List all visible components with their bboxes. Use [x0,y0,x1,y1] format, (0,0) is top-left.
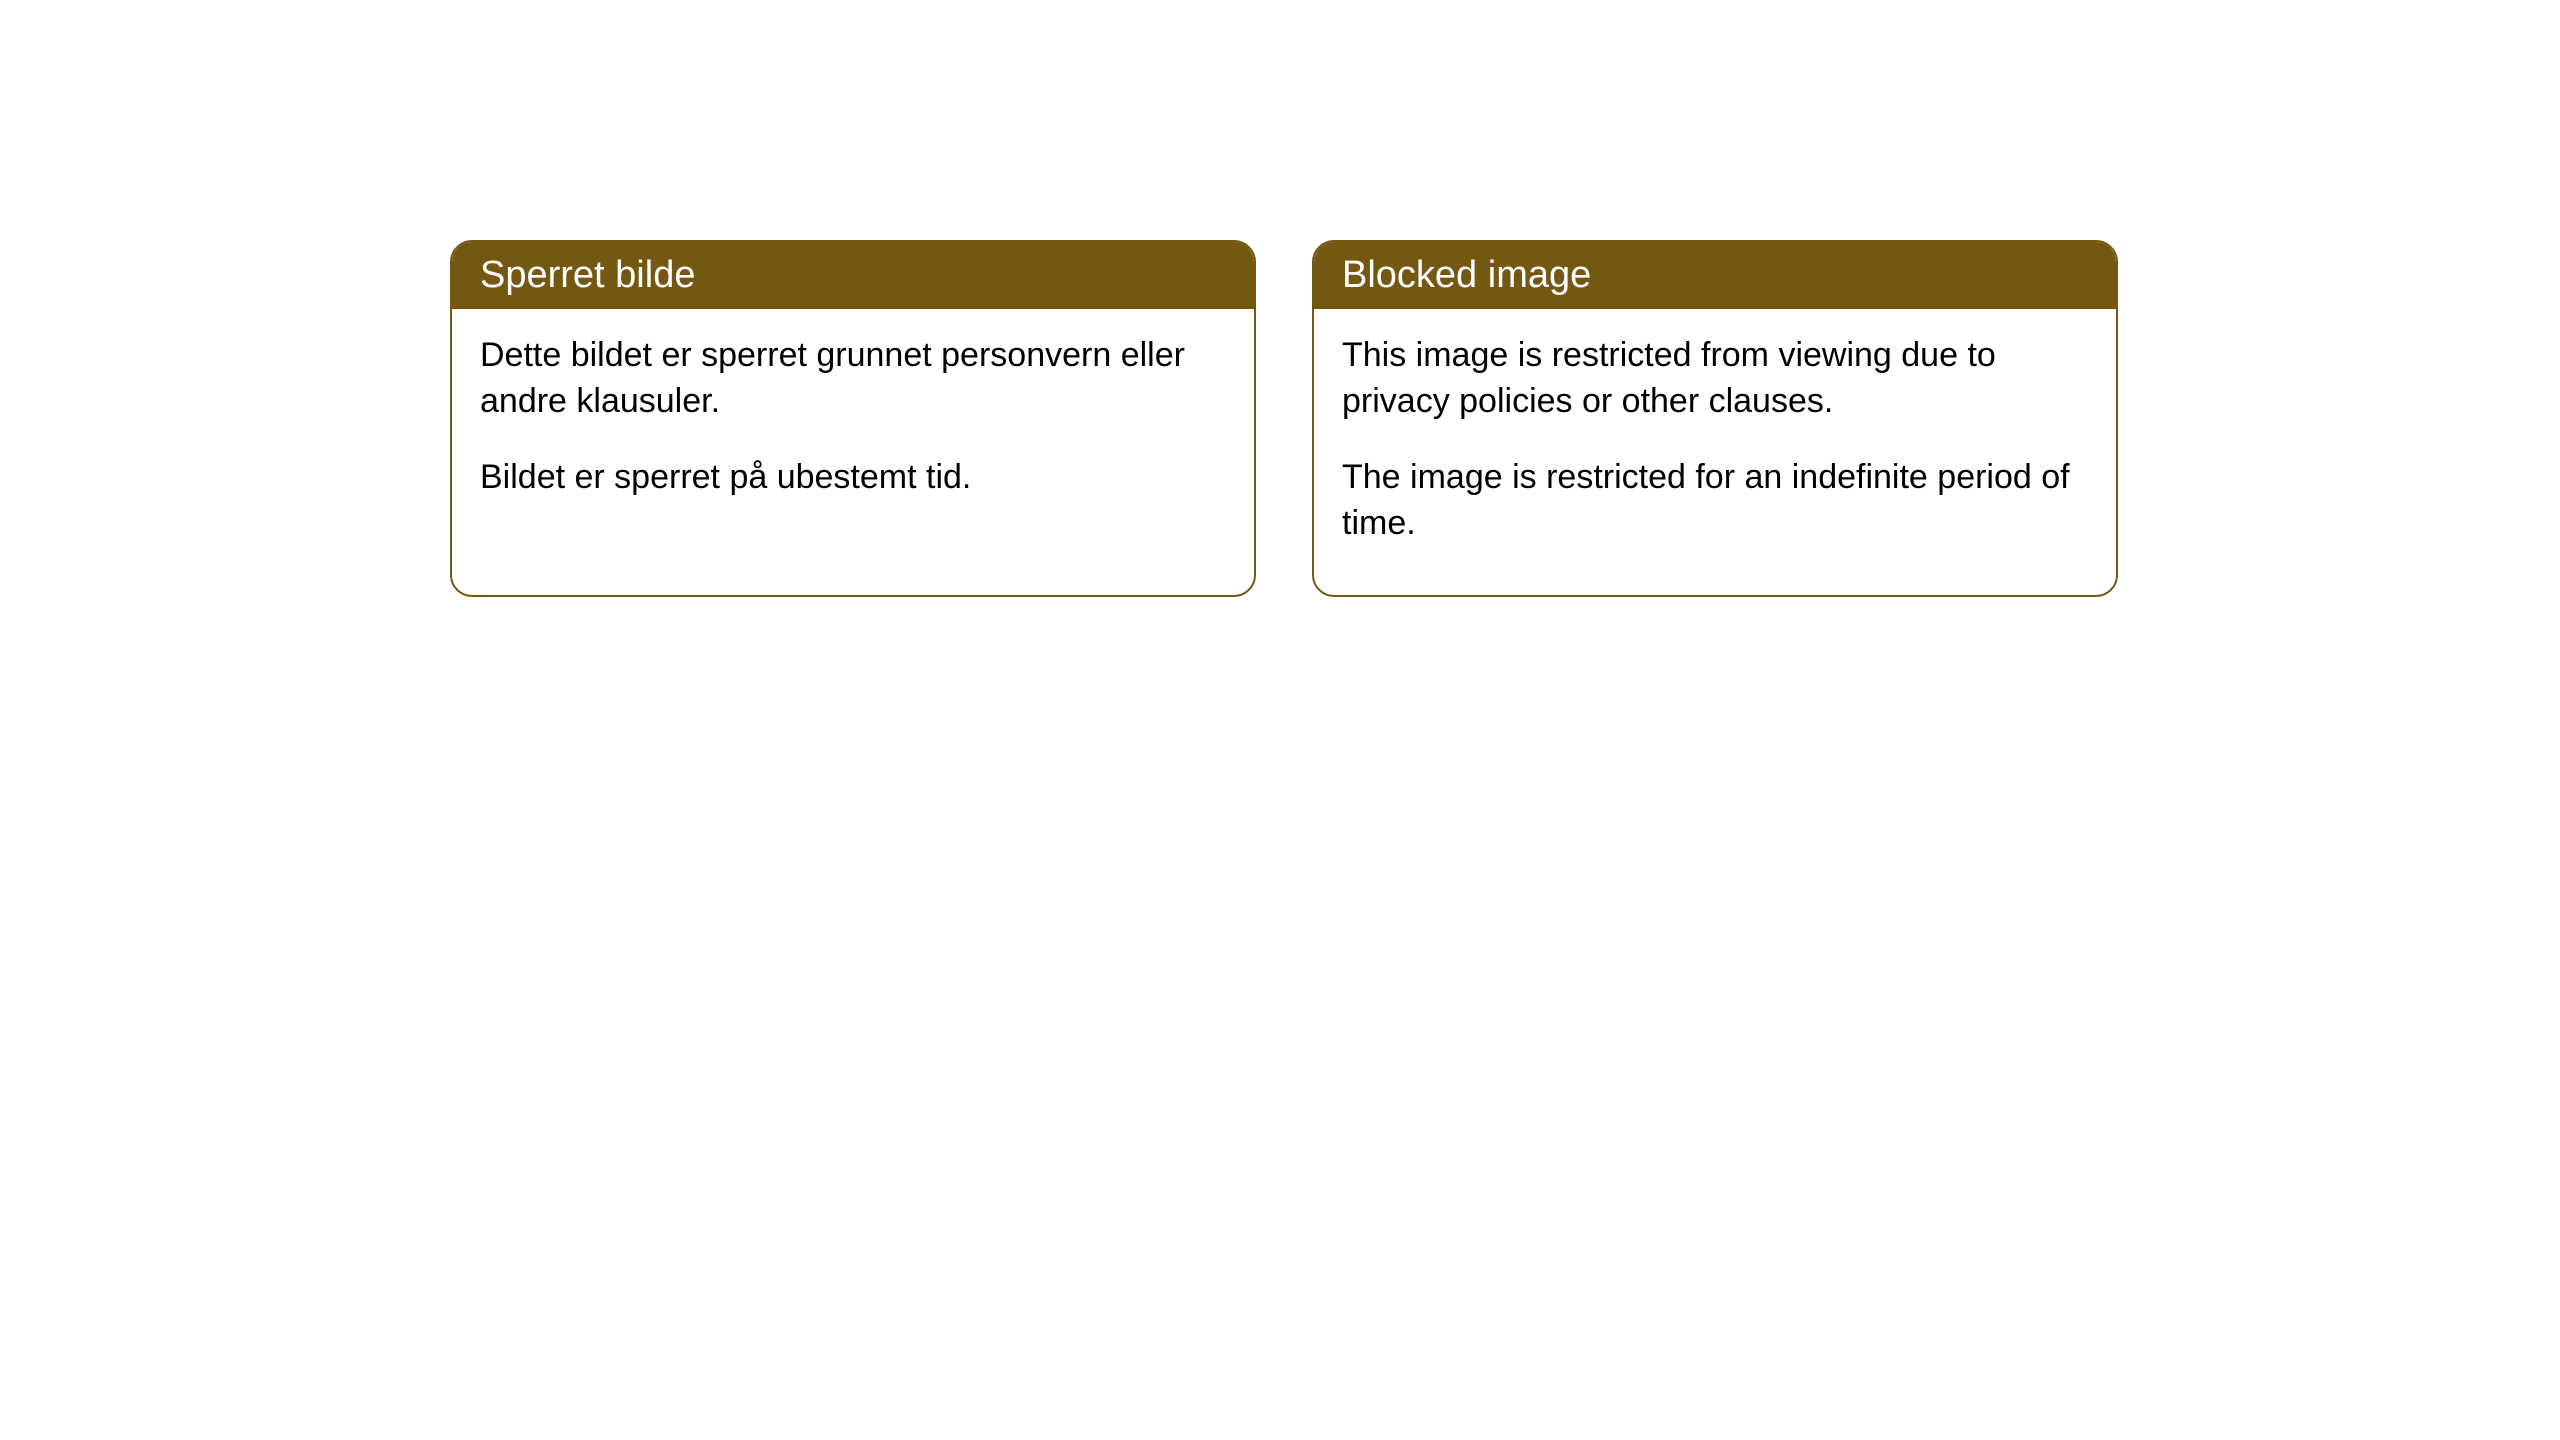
cards-container: Sperret bilde Dette bildet er sperret gr… [450,240,2118,597]
card-body-english: This image is restricted from viewing du… [1314,309,2116,595]
card-title-norwegian: Sperret bilde [480,254,695,296]
card-header-english: Blocked image [1314,242,2116,309]
card-paragraph-1-english: This image is restricted from viewing du… [1342,333,2088,425]
card-header-norwegian: Sperret bilde [452,242,1254,309]
card-paragraph-1-norwegian: Dette bildet er sperret grunnet personve… [480,333,1226,425]
card-paragraph-2-english: The image is restricted for an indefinit… [1342,455,2088,547]
card-body-norwegian: Dette bildet er sperret grunnet personve… [452,309,1254,549]
card-paragraph-2-norwegian: Bildet er sperret på ubestemt tid. [480,455,1226,501]
card-norwegian: Sperret bilde Dette bildet er sperret gr… [450,240,1256,597]
card-title-english: Blocked image [1342,254,1591,296]
card-english: Blocked image This image is restricted f… [1312,240,2118,597]
